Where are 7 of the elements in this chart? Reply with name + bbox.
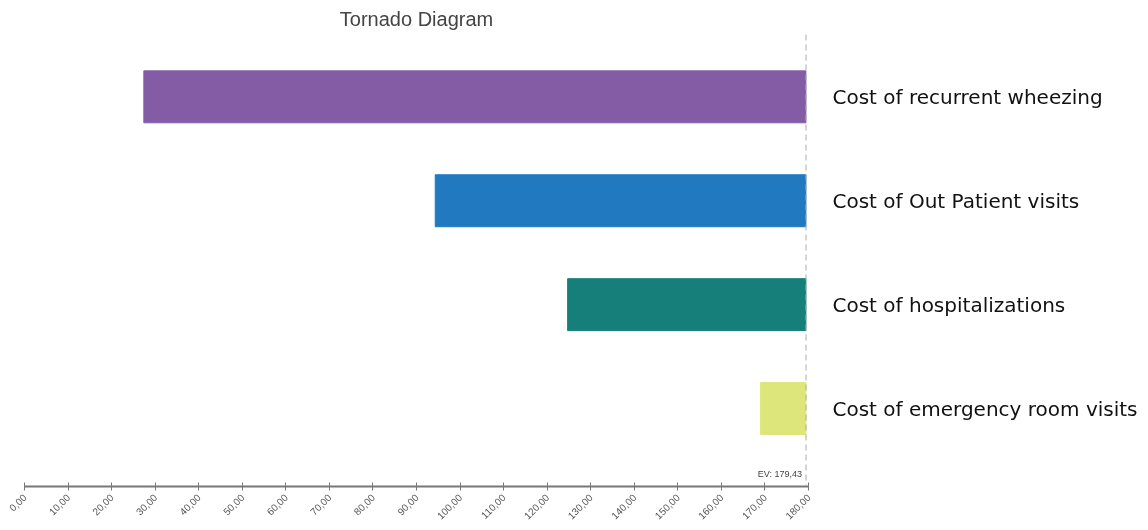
y-tick-label: Cost of Out Patient visits: [832, 188, 1080, 213]
ref-line-label: EV: 179,43: [757, 468, 803, 479]
y-tick-label: Cost of emergency room visits: [832, 396, 1138, 421]
x-tick-label: 0,00: [7, 491, 30, 514]
y-tick-label: Cost of hospitalizations: [832, 292, 1066, 317]
chart-title: Tornado Diagram: [339, 7, 494, 30]
y-tick-label: Cost of recurrent wheezing: [832, 84, 1103, 109]
